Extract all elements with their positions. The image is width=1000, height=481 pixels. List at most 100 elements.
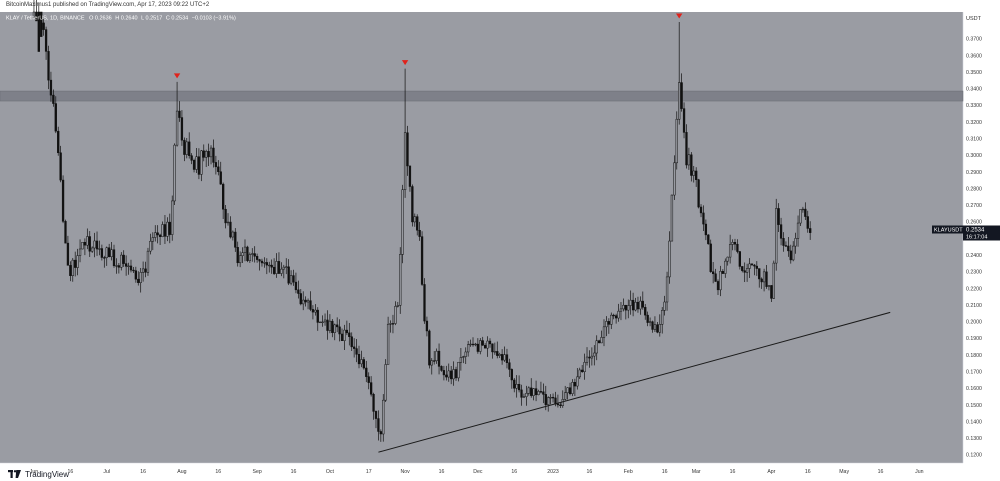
candle bbox=[265, 258, 268, 275]
time-tick-label: 16 bbox=[805, 469, 811, 475]
legend: KLAY / TetherUS, 1D, BINANCE O 0.2636 H … bbox=[6, 16, 236, 22]
candle bbox=[180, 110, 184, 146]
candle bbox=[384, 359, 387, 403]
candle bbox=[685, 124, 688, 169]
candle bbox=[188, 132, 191, 159]
candle bbox=[280, 262, 283, 277]
price-tick-label: 0.2000 bbox=[966, 320, 982, 326]
candle bbox=[40, 11, 43, 37]
candle bbox=[255, 253, 259, 263]
candle bbox=[367, 372, 370, 390]
time-tick-label: Apr bbox=[767, 469, 775, 475]
candle bbox=[510, 368, 513, 389]
candle bbox=[248, 252, 251, 263]
candle bbox=[389, 320, 392, 333]
price-tick-label: 0.1300 bbox=[966, 436, 982, 442]
candle bbox=[144, 261, 147, 278]
candle bbox=[54, 96, 57, 134]
symbol-tag-text: KLAYUSDT bbox=[934, 228, 963, 234]
candle bbox=[665, 271, 669, 311]
candle bbox=[690, 152, 693, 182]
candle bbox=[78, 239, 82, 263]
candle bbox=[243, 239, 247, 262]
candle bbox=[37, 2, 40, 52]
candle bbox=[612, 313, 615, 320]
candle bbox=[736, 239, 739, 254]
candle bbox=[597, 339, 601, 344]
candle bbox=[328, 314, 332, 334]
candle bbox=[166, 217, 169, 242]
candle bbox=[350, 332, 353, 352]
candle bbox=[241, 247, 244, 263]
candle bbox=[178, 101, 181, 122]
candle bbox=[377, 410, 380, 441]
candle bbox=[134, 266, 137, 283]
candle bbox=[680, 73, 683, 112]
candle bbox=[673, 155, 676, 200]
candle bbox=[246, 245, 249, 263]
candle bbox=[622, 298, 625, 312]
legend-symbol: KLAY / TetherUS, 1D, BINANCE bbox=[6, 16, 85, 22]
candle bbox=[401, 184, 404, 264]
candle bbox=[64, 219, 67, 244]
candle bbox=[287, 259, 290, 286]
candle bbox=[71, 257, 74, 282]
candle bbox=[508, 358, 511, 377]
candle bbox=[627, 299, 630, 319]
candle bbox=[105, 246, 108, 266]
price-tick-label: 0.2400 bbox=[966, 253, 982, 259]
candle bbox=[760, 277, 763, 289]
candle bbox=[741, 266, 744, 273]
candle bbox=[539, 381, 543, 394]
candle bbox=[479, 338, 482, 355]
candle bbox=[467, 340, 470, 357]
candle bbox=[103, 255, 106, 268]
candle bbox=[336, 317, 339, 333]
candle bbox=[648, 317, 652, 327]
candle bbox=[624, 304, 627, 320]
candle bbox=[697, 178, 700, 209]
time-tick-label: 16 bbox=[67, 469, 73, 475]
candle bbox=[289, 270, 293, 286]
candle bbox=[799, 209, 802, 226]
candle bbox=[687, 147, 691, 170]
candle bbox=[205, 149, 208, 168]
price-tick-label: 0.1400 bbox=[966, 419, 982, 425]
candle bbox=[474, 342, 477, 347]
candle bbox=[302, 291, 305, 311]
candle bbox=[294, 272, 298, 294]
candle bbox=[675, 111, 678, 170]
price-tick-label: 0.3000 bbox=[966, 153, 982, 159]
candle bbox=[607, 318, 610, 334]
candle bbox=[81, 241, 84, 250]
candle bbox=[733, 238, 737, 251]
candle bbox=[190, 153, 193, 165]
candle bbox=[486, 336, 489, 357]
price-tick-label: 0.1500 bbox=[966, 403, 982, 409]
candle bbox=[413, 213, 416, 227]
time-tick-label: Aug bbox=[177, 469, 186, 475]
candle bbox=[726, 256, 729, 266]
time-tick-label: 16 bbox=[730, 469, 736, 475]
candle bbox=[219, 161, 222, 185]
candle bbox=[714, 268, 717, 282]
candle bbox=[728, 234, 732, 264]
candle bbox=[709, 239, 712, 273]
candle bbox=[374, 410, 378, 429]
peak-marker-icon bbox=[675, 13, 683, 19]
candle bbox=[571, 379, 574, 397]
candle bbox=[636, 296, 640, 313]
candle bbox=[253, 246, 256, 263]
tradingview-brand[interactable]: TradingView bbox=[8, 468, 69, 480]
candle bbox=[115, 258, 118, 274]
ascending-support-line[interactable] bbox=[378, 311, 891, 453]
candle bbox=[192, 158, 196, 173]
candle bbox=[331, 319, 334, 338]
candle bbox=[556, 394, 560, 408]
candle bbox=[86, 228, 89, 250]
candle bbox=[595, 335, 598, 361]
candle bbox=[326, 310, 329, 340]
candle bbox=[651, 320, 654, 333]
time-tick-label: Dec bbox=[473, 469, 483, 475]
